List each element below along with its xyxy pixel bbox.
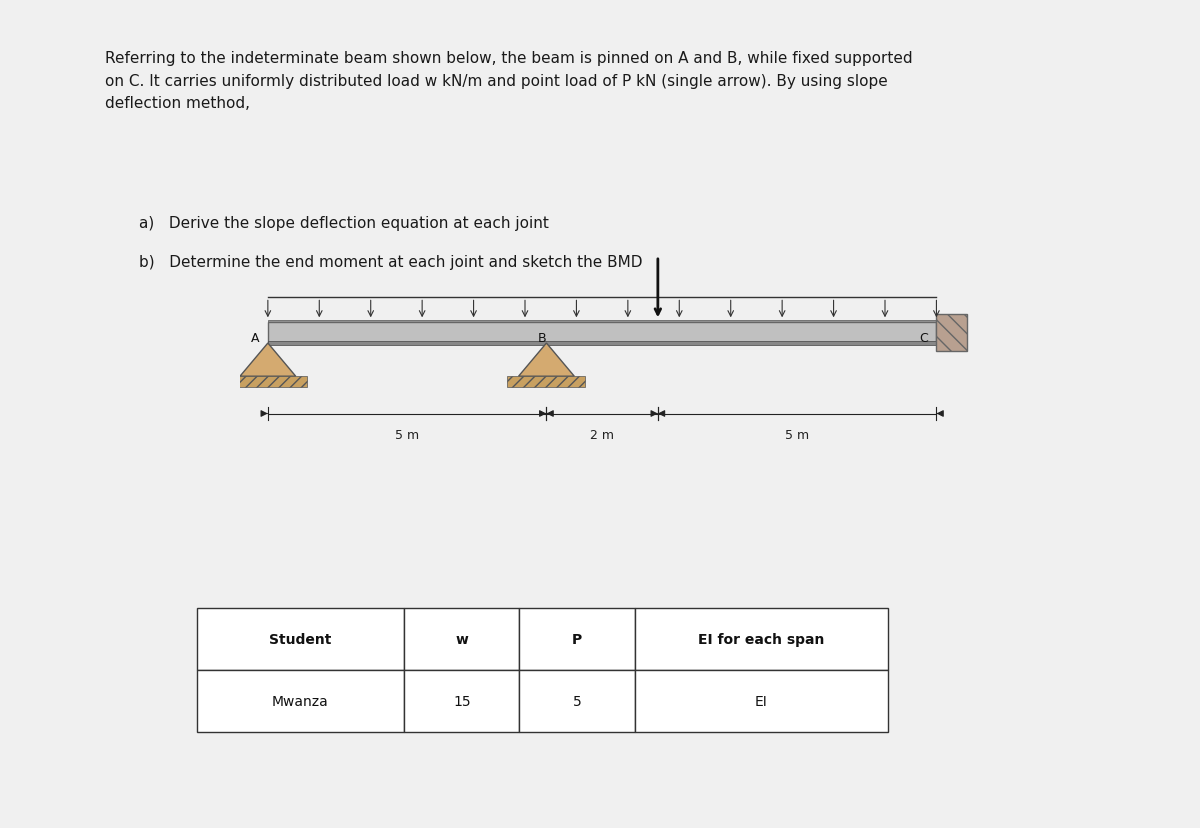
Text: A: A [251, 331, 259, 344]
Polygon shape [508, 377, 586, 388]
Text: Mwanza: Mwanza [272, 695, 329, 709]
Polygon shape [404, 671, 520, 733]
Polygon shape [520, 671, 635, 733]
Text: B: B [538, 331, 547, 344]
Text: EI: EI [755, 695, 768, 709]
Polygon shape [229, 377, 307, 388]
Text: Referring to the indeterminate beam shown below, the beam is pinned on A and B, : Referring to the indeterminate beam show… [104, 51, 912, 111]
Polygon shape [520, 609, 635, 671]
Text: C: C [919, 331, 929, 344]
Polygon shape [268, 323, 936, 344]
Polygon shape [936, 315, 967, 352]
Text: b)   Determine the end moment at each joint and sketch the BMD: b) Determine the end moment at each join… [139, 255, 643, 270]
Text: EI for each span: EI for each span [698, 633, 824, 647]
Polygon shape [404, 609, 520, 671]
Text: Student: Student [269, 633, 331, 647]
Polygon shape [268, 321, 936, 325]
Polygon shape [268, 342, 936, 346]
Text: 5 m: 5 m [395, 429, 419, 441]
Text: a)   Derive the slope deflection equation at each joint: a) Derive the slope deflection equation … [139, 215, 550, 230]
Polygon shape [635, 609, 888, 671]
Text: 5: 5 [572, 695, 581, 709]
Text: 15: 15 [452, 695, 470, 709]
Text: w: w [455, 633, 468, 647]
Polygon shape [197, 609, 404, 671]
Polygon shape [518, 344, 575, 377]
Polygon shape [635, 671, 888, 733]
Polygon shape [197, 671, 404, 733]
Text: 5 m: 5 m [785, 429, 809, 441]
Text: P: P [572, 633, 582, 647]
Text: 2 m: 2 m [590, 429, 614, 441]
Polygon shape [240, 344, 295, 377]
